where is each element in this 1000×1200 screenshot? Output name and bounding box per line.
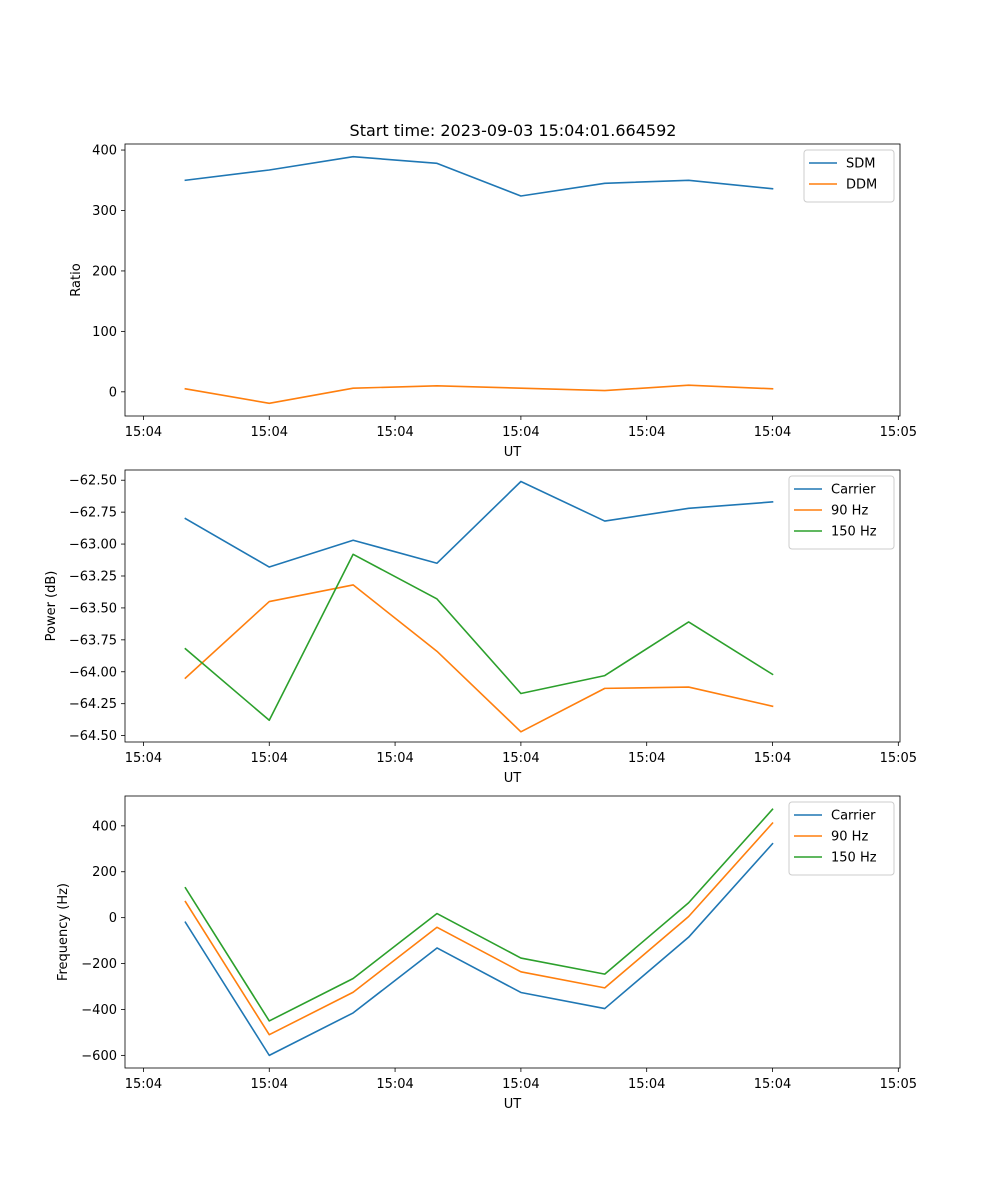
x-axis-label: UT: [504, 445, 522, 460]
x-tick-label: 15:04: [376, 425, 413, 440]
y-tick-label: 400: [92, 819, 117, 834]
series-line-90-hz: [184, 584, 774, 733]
legend-label: 90 Hz: [831, 830, 868, 845]
y-tick-label: −200: [81, 957, 117, 972]
y-axis-label: Frequency (Hz): [56, 883, 71, 981]
y-tick-label: 400: [92, 144, 117, 159]
x-tick-label: 15:04: [502, 1077, 539, 1092]
y-tick-label: −64.25: [69, 697, 117, 712]
x-tick-label: 15:04: [251, 425, 288, 440]
legend: Carrier 90 Hz 150 Hz: [788, 475, 895, 550]
x-tick-label: 15:04: [125, 425, 162, 440]
x-tick-label: 15:05: [880, 751, 917, 766]
series-line-90-hz: [184, 821, 774, 1036]
x-tick-label: 15:04: [125, 1077, 162, 1092]
series-line-150-hz: [184, 553, 774, 722]
axes-2: 15:04 15:04 15:04 15:04 15:04 15:04 15:05 −64.5…: [44, 469, 917, 786]
x-tick-label: 15:04: [754, 425, 791, 440]
y-tick-label: 0: [109, 385, 117, 400]
y-tick-label: −63.00: [69, 538, 117, 553]
x-tick-label: 15:04: [502, 751, 539, 766]
axes-frame: [124, 795, 901, 1069]
x-tick-label: 15:05: [880, 425, 917, 440]
x-axis-label: UT: [504, 771, 522, 786]
series-line-150-hz: [184, 808, 774, 1022]
axes-frame: [124, 469, 901, 743]
legend-label: 150 Hz: [831, 851, 877, 866]
y-tick-label: −64.50: [69, 729, 117, 744]
x-tick-label: 15:04: [754, 751, 791, 766]
legend-label: Carrier: [831, 809, 876, 824]
x-tick-label: 15:05: [880, 1077, 917, 1092]
axes-1: 15:04 15:04 15:04 15:04 15:04 15:04 15:05 0 100 2…: [69, 144, 917, 460]
axes-3: 15:04 15:04 15:04 15:04 15:04 15:04 15:05 −600 −…: [56, 795, 917, 1112]
legend-label: 90 Hz: [831, 504, 868, 519]
series-line-sdm: [184, 155, 774, 197]
y-tick-label: 100: [92, 325, 117, 340]
y-tick-label: −63.75: [69, 633, 117, 648]
y-tick-label: 200: [92, 264, 117, 279]
x-tick-label: 15:04: [628, 751, 665, 766]
legend-label: SDM: [846, 157, 875, 172]
y-tick-label: −63.25: [69, 569, 117, 584]
series-line-ddm: [184, 384, 774, 405]
y-tick-label: 0: [109, 911, 117, 926]
y-axis-label: Power (dB): [44, 571, 59, 642]
x-tick-label: 15:04: [628, 425, 665, 440]
x-axis-label: UT: [504, 1097, 522, 1112]
y-tick-label: −64.00: [69, 665, 117, 680]
legend-label: Carrier: [831, 483, 876, 498]
x-tick-label: 15:04: [125, 751, 162, 766]
series-line-carrier: [184, 480, 774, 568]
y-axis-label: Ratio: [69, 263, 84, 296]
x-tick-label: 15:04: [628, 1077, 665, 1092]
x-tick-label: 15:04: [251, 1077, 288, 1092]
axes-frame: [124, 143, 901, 417]
y-tick-label: −400: [81, 1003, 117, 1018]
x-tick-label: 15:04: [251, 751, 288, 766]
y-tick-label: −62.75: [69, 506, 117, 521]
plots-container: 15:04 15:04 15:04 15:04 15:04 15:04 15:05 0 100 2…: [44, 144, 917, 1112]
legend: SDM DDM: [803, 149, 895, 203]
legend: Carrier 90 Hz 150 Hz: [788, 801, 895, 876]
x-tick-label: 15:04: [754, 1077, 791, 1092]
figure-title: Start time: 2023-09-03 15:04:01.664592: [350, 121, 677, 140]
legend-label: 150 Hz: [831, 525, 877, 540]
y-tick-label: −63.50: [69, 601, 117, 616]
x-tick-label: 15:04: [376, 1077, 413, 1092]
y-tick-label: 300: [92, 204, 117, 219]
legend-label: DDM: [846, 178, 877, 193]
x-tick-label: 15:04: [376, 751, 413, 766]
x-tick-label: 15:04: [502, 425, 539, 440]
y-tick-label: −600: [81, 1049, 117, 1064]
y-tick-label: −62.50: [69, 474, 117, 489]
series-line-carrier: [184, 842, 774, 1057]
y-tick-label: 200: [92, 865, 117, 880]
